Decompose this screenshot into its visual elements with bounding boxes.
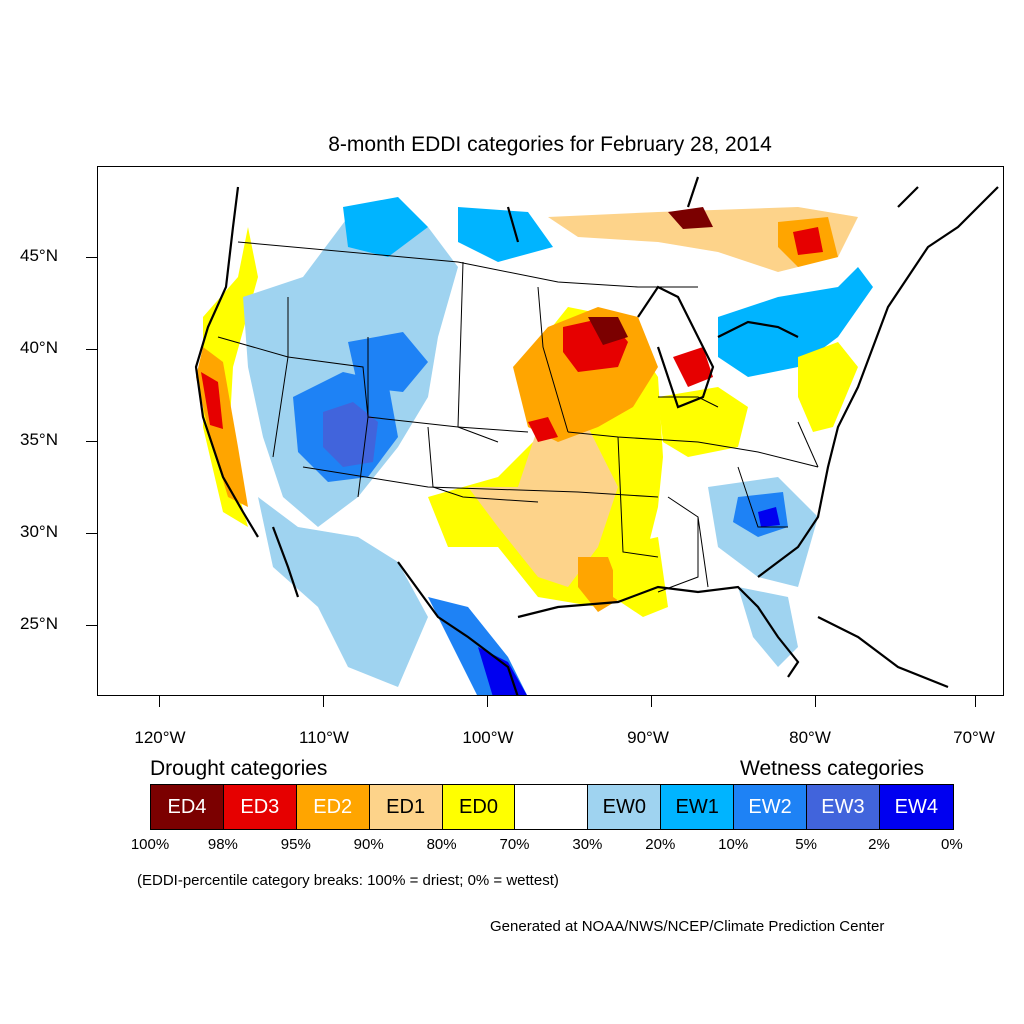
legend-swatch-ed3: ED3	[223, 785, 297, 829]
region-iowa-ed3	[528, 417, 558, 442]
region-plains-ed1	[468, 417, 618, 587]
legend-swatch-ew1: EW1	[661, 785, 735, 829]
y-tick-label-35n: 35°N	[20, 430, 58, 449]
region-texas-ew4	[478, 647, 527, 695]
x-tick-90w	[651, 696, 652, 707]
map-title: 8-month EDDI categories for February 28,…	[328, 133, 772, 156]
x-tick-label-80w: 80°W	[789, 728, 831, 747]
x-tick-label-110w: 110°W	[299, 728, 349, 747]
category-breaks-note: (EDDI-percentile category breaks: 100% =…	[137, 872, 559, 889]
y-tick-35n	[86, 441, 97, 442]
x-tick-120w	[159, 696, 160, 707]
wetness-categories-heading: Wetness categories	[740, 757, 925, 780]
percentile-break-label: 2%	[868, 836, 890, 853]
region-florida-ew0	[738, 587, 798, 667]
y-tick-label-45n: 45°N	[20, 246, 58, 265]
x-tick-100w	[487, 696, 488, 707]
percentile-break-label: 0%	[941, 836, 963, 853]
y-tick-40n	[86, 349, 97, 350]
region-canada-ed3	[793, 227, 823, 255]
region-atlantic-ed0	[798, 342, 858, 432]
region-gulf-ed0	[613, 537, 668, 617]
region-southwest-ew0	[258, 497, 428, 687]
region-wisconsin-ed4	[588, 317, 628, 345]
y-tick-45n	[86, 257, 97, 258]
region-ohio-ed0	[658, 387, 748, 457]
y-tick-25n	[86, 625, 97, 626]
map-panel	[97, 166, 1004, 696]
y-tick-30n	[86, 533, 97, 534]
x-tick-label-100w: 100°W	[462, 728, 514, 747]
percentile-break-label: 98%	[207, 836, 238, 853]
percentile-break-label: 100%	[130, 836, 170, 853]
x-tick-110w	[323, 696, 324, 707]
legend-swatch-ew2: EW2	[734, 785, 808, 829]
region-canada-ed4	[668, 207, 713, 229]
region-california-ed3	[201, 372, 223, 429]
coastlines	[194, 176, 999, 695]
legend-swatch-ew3: EW3	[807, 785, 880, 829]
percentile-break-label: 30%	[572, 836, 603, 853]
percentile-break-label: 70%	[499, 836, 530, 853]
category-legend: ED4 ED3 ED2 ED1 ED0 EW0 EW1 EW2 EW3 EW4	[150, 784, 954, 830]
x-tick-70w	[975, 696, 976, 707]
legend-swatch-normal	[515, 785, 589, 829]
region-carolina-ew4	[758, 507, 780, 527]
drought-categories-heading: Drought categories	[150, 757, 328, 780]
percentile-break-label: 10%	[718, 836, 749, 853]
credit-text: Generated at NOAA/NWS/NCEP/Climate Predi…	[490, 918, 885, 935]
x-tick-label-90w: 90°W	[627, 728, 669, 747]
region-montana-ew1	[458, 207, 553, 262]
percentile-break-label: 95%	[280, 836, 311, 853]
legend-swatch-ew0: EW0	[588, 785, 662, 829]
eddi-map	[194, 176, 999, 695]
region-northeast-ew1	[718, 267, 873, 377]
legend-swatch-ed0: ED0	[442, 785, 516, 829]
percentile-break-label: 5%	[795, 836, 817, 853]
legend-swatch-ed1: ED1	[369, 785, 443, 829]
legend-swatch-ed4: ED4	[151, 785, 224, 829]
x-tick-80w	[815, 696, 816, 707]
y-tick-label-30n: 30°N	[20, 522, 58, 541]
percentile-break-label: 20%	[645, 836, 676, 853]
percentile-break-label: 90%	[353, 836, 384, 853]
legend-swatch-ew4: EW4	[879, 785, 953, 829]
region-northwest-ew1	[343, 197, 428, 257]
percentile-break-label: 80%	[426, 836, 457, 853]
x-tick-label-70w: 70°W	[953, 728, 995, 747]
y-tick-label-40n: 40°N	[20, 338, 58, 357]
x-tick-label-120w: 120°W	[134, 728, 186, 747]
region-rockies-ew0	[243, 217, 458, 527]
legend-swatch-ed2: ED2	[296, 785, 370, 829]
y-tick-label-25n: 25°N	[20, 614, 58, 633]
region-oklahoma-ed2	[578, 557, 623, 612]
region-michigan-ed3	[673, 347, 713, 387]
